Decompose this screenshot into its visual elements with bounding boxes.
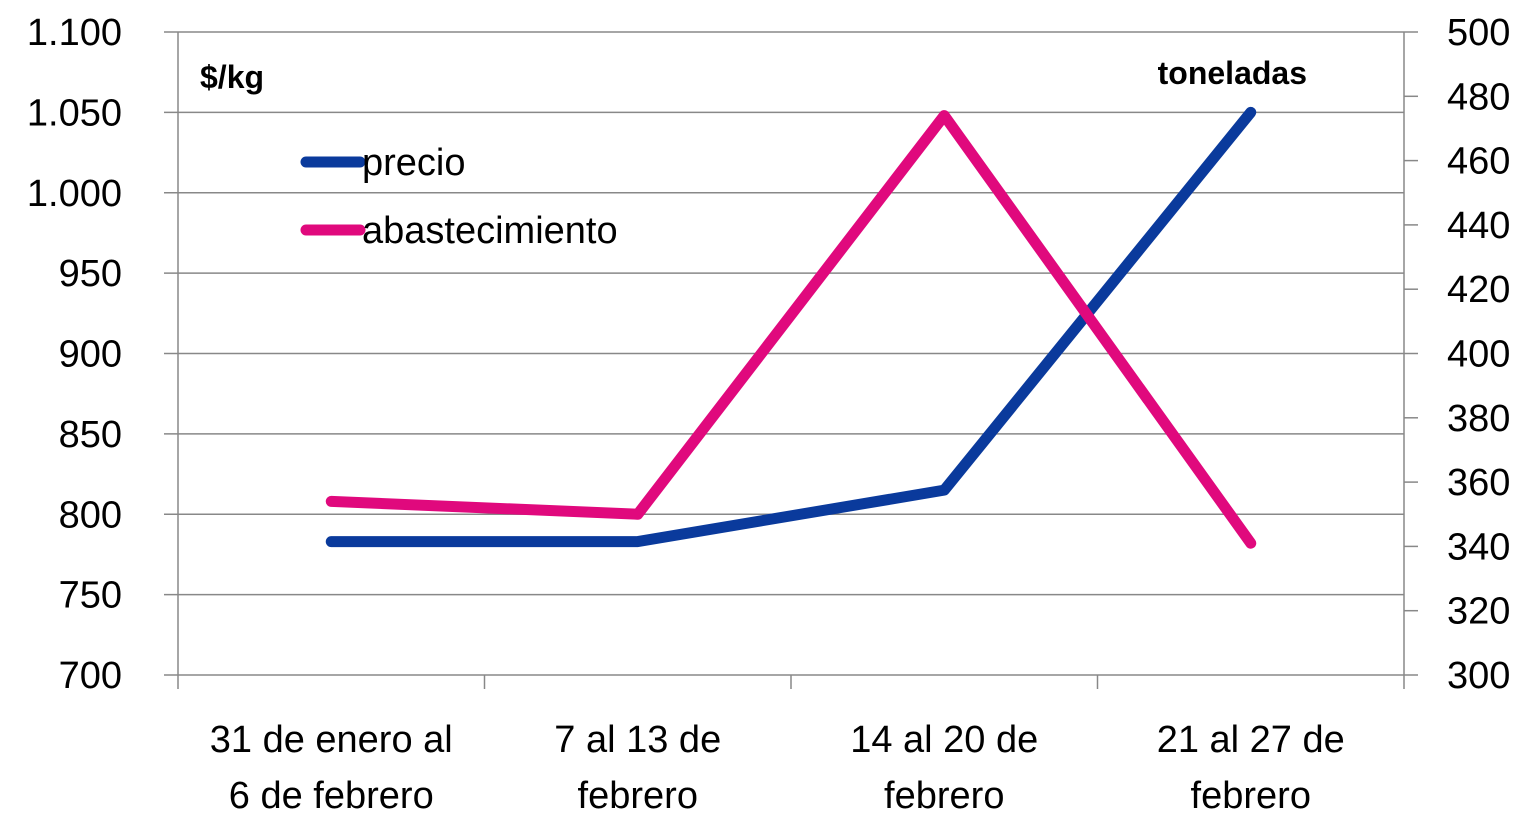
category-label: 7 al 13 de febrero <box>554 719 721 814</box>
category-label: 21 al 27 de febrero <box>1157 719 1345 814</box>
series-line-precio <box>325 106 1257 548</box>
right-tick-label: 400 <box>1447 334 1510 376</box>
left-tick-label: 900 <box>59 334 122 376</box>
category-labels: 31 de enero al 6 de febrero 7 al 13 de febr… <box>210 719 1345 814</box>
left-tick-label: 700 <box>59 655 122 697</box>
left-tick-label: 850 <box>59 414 122 456</box>
legend: precio abastecimiento <box>300 142 618 252</box>
right-tick-label: 340 <box>1447 526 1510 568</box>
right-axis-unit: toneladas <box>1158 55 1307 91</box>
series-lines <box>325 106 1257 549</box>
category-label: 31 de enero al 6 de febrero <box>210 719 453 814</box>
right-tick-label: 480 <box>1447 76 1510 118</box>
right-tick-label: 380 <box>1447 398 1510 440</box>
left-axis-ticks: 700 750 800 850 900 950 1.000 1.050 1.100 <box>27 12 178 697</box>
right-tick-label: 500 <box>1447 12 1510 54</box>
legend-label-precio: precio <box>362 142 466 184</box>
left-tick-label: 750 <box>59 575 122 617</box>
left-tick-label: 1.000 <box>27 173 122 215</box>
right-tick-label: 420 <box>1447 269 1510 311</box>
right-tick-label: 460 <box>1447 141 1510 183</box>
right-tick-label: 320 <box>1447 591 1510 633</box>
category-label: 14 al 20 de febrero <box>850 719 1038 814</box>
legend-label-abastecimiento: abastecimiento <box>362 210 618 252</box>
right-tick-label: 300 <box>1447 655 1510 697</box>
left-tick-label: 800 <box>59 494 122 536</box>
left-tick-label: 1.100 <box>27 12 122 54</box>
gridlines <box>178 31 1404 596</box>
right-axis-ticks: 300 320 340 360 380 400 420 440 460 480 500 <box>1404 12 1510 697</box>
right-tick-label: 360 <box>1447 462 1510 504</box>
left-tick-label: 1.050 <box>27 92 122 134</box>
left-axis-unit: $/kg <box>200 59 264 95</box>
axes <box>177 32 1405 689</box>
left-tick-label: 950 <box>59 253 122 295</box>
series-line-abastecimiento <box>325 110 1257 549</box>
right-tick-label: 440 <box>1447 205 1510 247</box>
